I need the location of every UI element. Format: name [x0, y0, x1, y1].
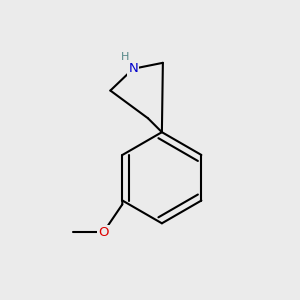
Text: O: O — [98, 226, 109, 239]
Text: H: H — [121, 52, 129, 62]
Text: N: N — [128, 62, 138, 75]
